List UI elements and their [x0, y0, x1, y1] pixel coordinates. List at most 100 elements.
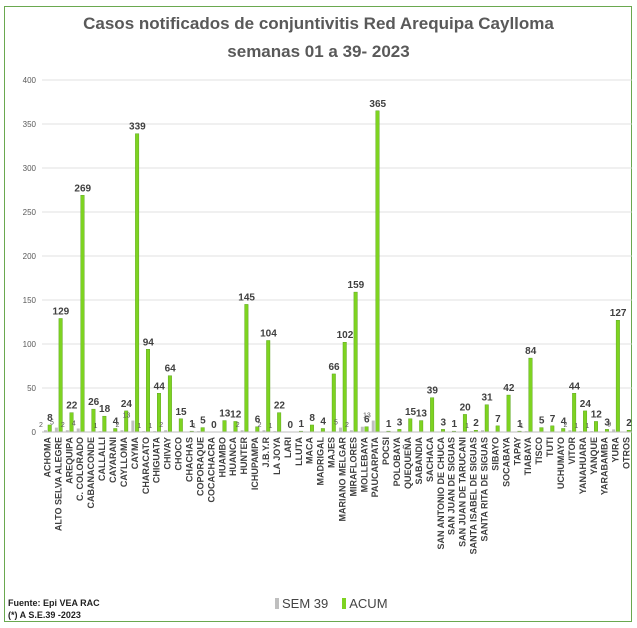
bar-acum [375, 110, 380, 433]
legend-swatch-sem [275, 598, 279, 609]
bar-acum [244, 304, 249, 433]
legend-item-acum: ACUM [342, 596, 388, 611]
bar-sem [568, 430, 572, 432]
data-label-sem: 2 [345, 422, 349, 429]
data-label-sem: 4 [72, 420, 76, 427]
bar-acum [506, 394, 511, 433]
x-tick-label: HUAMBO [217, 437, 227, 478]
data-label-acum: 7 [495, 414, 501, 425]
x-tick-label: TUTI [545, 437, 555, 457]
chart-subtitle: semanas 01 a 39- 2023 [227, 42, 410, 61]
data-label-sem: 2 [236, 422, 240, 429]
data-label-acum: 0 [211, 420, 217, 431]
x-tick-label: SANTA RITA DE SIGUAS [480, 437, 490, 542]
bar-acum [58, 318, 63, 433]
x-tick-label: CHOCO [174, 437, 184, 471]
data-label-acum: 339 [129, 122, 146, 133]
bar-acum [146, 349, 150, 433]
legend-item-sem: SEM 39 [275, 596, 328, 611]
data-label-acum: 15 [405, 407, 417, 418]
data-label-acum: 1 [189, 419, 195, 430]
data-label-sem: 5 [50, 420, 54, 427]
data-label-sem: 2 [61, 422, 65, 429]
data-label-acum: 12 [591, 409, 603, 420]
x-tick-label: CAYLLOMA [119, 437, 129, 488]
bar-sem [481, 430, 484, 432]
bar-acum [200, 427, 205, 433]
data-label-acum: 1 [298, 419, 304, 430]
bar-acum [277, 412, 282, 433]
y-tick-label: 50 [27, 384, 36, 393]
data-label-acum: 44 [569, 381, 581, 392]
x-tick-label: SABANDIA [414, 437, 424, 485]
data-label-acum: 1 [517, 419, 523, 430]
bar-sem [120, 430, 124, 432]
x-tick-label: CALLALLI [97, 437, 107, 481]
x-tick-label: PAUCARPATA [370, 436, 380, 497]
data-label-acum: 129 [53, 306, 70, 317]
bar-acum [342, 342, 347, 433]
data-label-sem: 2 [159, 422, 163, 429]
data-label-acum: 127 [610, 308, 627, 319]
x-tick-label: SOCABAYA [501, 437, 511, 487]
data-label-acum: 8 [309, 413, 315, 424]
x-tick-label: TIABAYA [523, 437, 533, 476]
x-tick-label: MACA [305, 437, 315, 464]
data-label-acum: 66 [328, 362, 340, 373]
data-label-acum: 269 [74, 183, 91, 194]
bar-sem [240, 430, 244, 432]
data-label-acum: 31 [481, 393, 493, 404]
x-tick-label: HUNTER [239, 437, 249, 475]
x-tick-label: MADRIGAL [316, 437, 326, 486]
bar-sem [371, 420, 375, 432]
y-tick-label: 250 [23, 208, 37, 217]
y-tick-label: 100 [23, 340, 37, 349]
x-tick-label: SAN JUAN DE SIGUAS [447, 437, 457, 535]
data-label-acum: 104 [260, 328, 277, 339]
bar-acum [419, 420, 424, 433]
data-label-acum: 22 [66, 401, 78, 412]
bar-acum [320, 428, 325, 433]
bar-acum [167, 375, 172, 433]
x-tick-label: YURA [611, 437, 621, 463]
x-tick-label: LARI [283, 437, 293, 458]
x-tick-label: ACHOMA [42, 437, 52, 478]
data-label-acum: 12 [230, 409, 242, 420]
x-tick-label: YARABAMBA [600, 437, 610, 496]
data-label-acum: 2 [626, 418, 632, 429]
data-label-acum: 20 [460, 402, 472, 413]
x-tick-label: MIRAFLORES [348, 437, 358, 497]
data-label-sem: 1 [269, 423, 273, 430]
x-tick-label: OTROS [622, 437, 632, 469]
x-tick-label: CHIGUATA [152, 437, 162, 484]
bar-sem [360, 426, 364, 432]
chart-frame [4, 6, 632, 622]
data-label-acum: 84 [525, 346, 537, 357]
grid-lines [42, 79, 632, 433]
bar-acum [353, 291, 358, 433]
x-tick-label: SAN ANTONIO DE CHUCA [436, 437, 446, 550]
data-labels: 2851292224269261184224133391941442641511… [39, 99, 632, 431]
data-label-acum: 8 [47, 413, 53, 424]
data-label-acum: 44 [154, 381, 166, 392]
x-tick-label: SAN JUAN DE TARUCANI [458, 437, 468, 547]
data-label-sem: 13 [363, 413, 371, 420]
bar-sem [262, 430, 266, 432]
data-label-sem: 2 [564, 422, 568, 429]
data-label-acum: 15 [176, 407, 188, 418]
x-tick-label: LA JOYA [272, 437, 282, 475]
data-label-sem: 1 [585, 423, 589, 430]
x-tick-label: POCSI [381, 437, 391, 465]
data-label-acum: 145 [238, 292, 255, 303]
bar-acum [408, 418, 413, 433]
data-label-acum: 1 [386, 419, 392, 430]
bar-acum [135, 133, 140, 433]
data-label-sem: 2 [39, 422, 43, 429]
data-label-sem: 1 [574, 423, 578, 430]
y-tick-label: 350 [23, 120, 37, 129]
x-tick-label: LLUTA [294, 437, 304, 466]
x-tick-label: CAYMA [130, 437, 140, 470]
x-tick-label: CAYARANI [108, 437, 118, 483]
y-tick-label: 200 [23, 252, 37, 261]
data-label-sem: 9 [607, 421, 611, 428]
